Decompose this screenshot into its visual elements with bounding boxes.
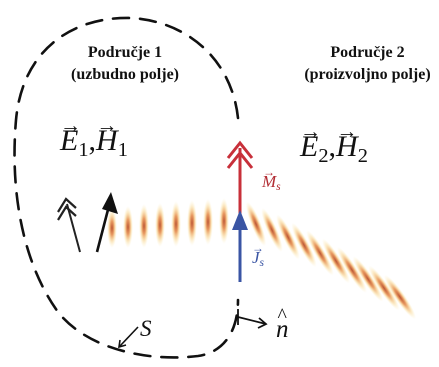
normal-vector-icon — [237, 309, 268, 329]
region-2-name: Područje 2 — [330, 44, 405, 61]
wavefront — [306, 230, 334, 276]
wavefront — [203, 199, 213, 245]
electric-current-label: → Js — [252, 240, 265, 270]
region-2-title: Područje 2 (proizvoljno polje) — [290, 42, 439, 86]
vector-arrow-icon: → — [336, 118, 358, 143]
wavefront — [107, 208, 117, 248]
vector-e1: → E — [60, 112, 81, 157]
electric-current-arrow — [232, 210, 248, 282]
vector-e2: → E — [300, 118, 321, 163]
region-1-subtitle: (uzbudno polje) — [70, 66, 180, 83]
double-arrowhead-icon — [57, 197, 77, 213]
wavefront — [383, 274, 417, 320]
region-1-fields: → E1, → H1 — [60, 112, 128, 162]
wavefront — [337, 246, 367, 294]
vector-arrow-icon: → — [60, 112, 81, 137]
region-1-name: Područje 1 — [87, 44, 163, 61]
wavefront — [123, 206, 133, 248]
h-field-arrow — [66, 203, 81, 253]
incident-beam — [107, 198, 229, 248]
vector-arrow-icon: → — [96, 112, 118, 137]
double-arrowhead-icon — [57, 205, 77, 221]
wavefront — [261, 207, 283, 253]
region-2-subtitle: (proizvoljno polje) — [304, 66, 431, 83]
magnetic-current-label: → Ms — [262, 164, 281, 194]
magnetic-current-arrow — [226, 140, 254, 215]
wavefront — [245, 201, 267, 247]
boundary-surface — [13, 16, 240, 359]
region-2-fields: → E2, → H2 — [300, 118, 368, 168]
normal-label: ^ n — [276, 305, 289, 343]
s-pointer — [118, 326, 139, 349]
wavefront — [321, 238, 351, 284]
wavefront — [187, 200, 197, 246]
wavefront — [291, 222, 317, 268]
transmitted-beam — [245, 201, 417, 320]
hat-icon: ^ — [277, 305, 287, 327]
wavefront — [276, 214, 300, 260]
wavefront — [368, 265, 400, 311]
wavefront — [139, 204, 149, 248]
vector-h1: → H — [96, 112, 118, 157]
boundary-label: S — [140, 316, 152, 341]
vector-arrow-icon: → — [263, 164, 276, 179]
wavefront — [155, 203, 165, 247]
wavefront — [352, 256, 384, 302]
arrowhead-icon — [102, 192, 118, 214]
vector-h2: → H — [336, 118, 358, 163]
region-1-title: Područje 1 (uzbudno polje) — [50, 42, 200, 86]
wavefront — [171, 201, 181, 247]
wavefront — [219, 198, 229, 244]
incident-field-arrows — [57, 192, 118, 253]
vector-arrow-icon: → — [252, 240, 264, 255]
vector-arrow-icon: → — [300, 118, 321, 143]
